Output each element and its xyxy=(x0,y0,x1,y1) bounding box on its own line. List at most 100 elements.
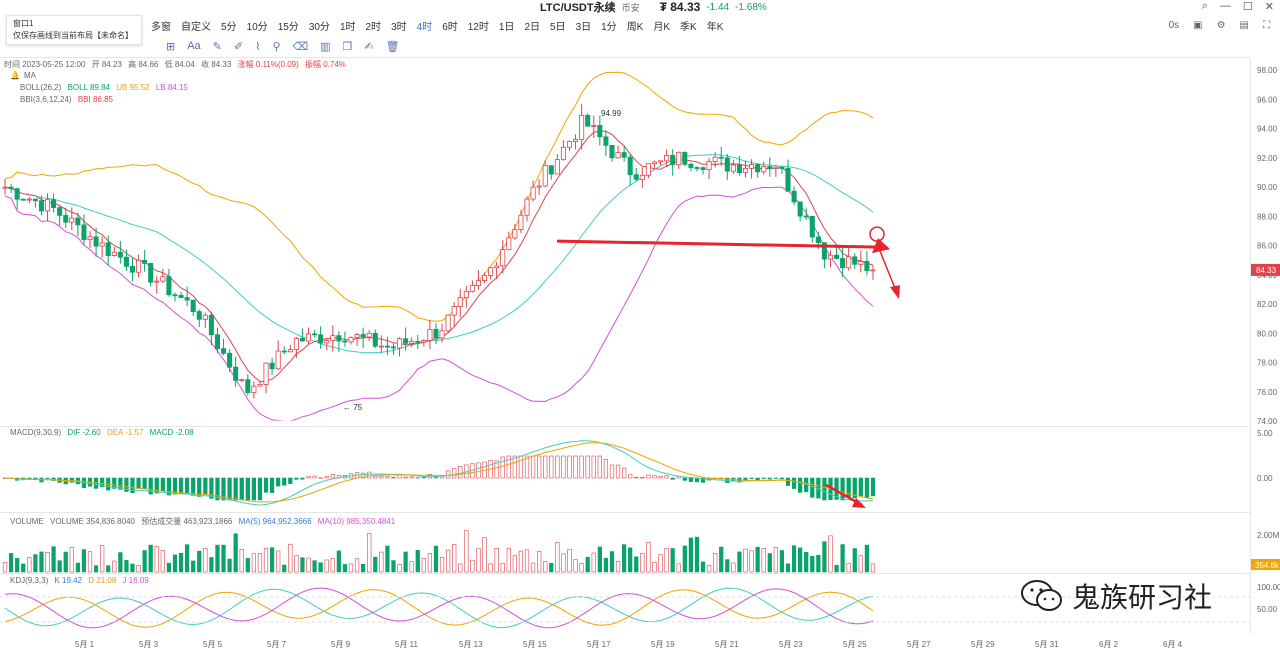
interval-quarter[interactable]: 季K xyxy=(680,21,697,33)
interval-1d[interactable]: 1日 xyxy=(498,21,515,33)
maximize-icon[interactable]: ☐ xyxy=(1242,1,1253,13)
candle-body xyxy=(372,332,378,347)
layout-tooltip: 窗口1 仅保存画线到当前布局【未命名】 xyxy=(6,15,142,45)
volume-bar xyxy=(761,548,766,573)
candle-body xyxy=(730,164,736,172)
volume-bar xyxy=(269,547,275,573)
eraser-icon[interactable]: ⌫ xyxy=(292,40,309,53)
volume-bar xyxy=(215,544,220,573)
interval-5d[interactable]: 5日 xyxy=(550,21,566,33)
volume-bar xyxy=(828,535,833,573)
settings-icon[interactable]: ⚙ xyxy=(1216,19,1226,31)
candle-body xyxy=(512,229,518,239)
interval-2d[interactable]: 2日 xyxy=(524,21,540,33)
boll-label[interactable]: BOLL(26,2) xyxy=(20,83,62,92)
candle-body xyxy=(761,166,767,173)
interval-4h[interactable]: 4时 xyxy=(416,21,433,33)
volume-bar xyxy=(749,550,754,573)
last-price: ₮ 84.33 xyxy=(659,0,701,14)
interval-3h[interactable]: 3时 xyxy=(391,21,407,33)
candle-body xyxy=(354,334,360,338)
volume-bar xyxy=(579,563,584,573)
symbol-name[interactable]: LTC/USDT永续 xyxy=(540,2,616,14)
candle-body xyxy=(870,269,876,272)
bbi-label[interactable]: BBI(3,6,12,24) xyxy=(20,95,72,104)
macd-bar xyxy=(221,477,226,501)
interval-15m[interactable]: 15分 xyxy=(277,21,299,33)
interval-6h[interactable]: 6时 xyxy=(442,21,458,33)
candle-body xyxy=(305,333,312,342)
interval-10m[interactable]: 10分 xyxy=(246,21,268,33)
macd-bar xyxy=(864,477,870,498)
volume-bar xyxy=(482,537,487,573)
layout-icon[interactable]: ▤ xyxy=(1239,19,1249,31)
macd-label[interactable]: MACD(9,30,9) xyxy=(10,428,62,437)
multi-window-button[interactable]: 多窗 xyxy=(151,21,171,33)
support-arrow-head xyxy=(872,238,890,254)
bars-icon[interactable]: ▥ xyxy=(320,40,331,53)
volume-bar xyxy=(591,552,596,573)
interval-year[interactable]: 年K xyxy=(706,21,724,33)
volume-bar xyxy=(27,557,32,573)
bell-icon[interactable]: 🔔 xyxy=(10,71,20,80)
search-icon[interactable]: ⌕ xyxy=(1201,0,1208,12)
interval-week[interactable]: 周K xyxy=(626,21,644,33)
trash-icon[interactable]: 🗑 xyxy=(385,40,400,53)
interval-1min[interactable]: 1分 xyxy=(601,21,617,33)
volume-bar xyxy=(713,552,718,573)
candle-body xyxy=(330,335,336,341)
volume-bar xyxy=(154,546,159,573)
chart-type-icon[interactable]: ⊞ xyxy=(166,40,176,53)
brush-icon[interactable]: ✐ xyxy=(233,40,244,53)
macd-bar xyxy=(615,464,621,479)
custom-interval-button[interactable]: 自定义 xyxy=(181,21,211,33)
macd-bar xyxy=(530,455,536,479)
close-icon[interactable]: ✕ xyxy=(1264,1,1274,13)
minimize-icon[interactable]: — xyxy=(1219,0,1231,12)
indicator-icon[interactable]: Aa xyxy=(187,40,201,52)
x-axis-label: 5月 31 xyxy=(1035,640,1059,649)
x-axis-label: 5月 15 xyxy=(523,640,547,649)
volume-value: VOLUME 354,836.8040 xyxy=(50,517,135,526)
interval-1h[interactable]: 1时 xyxy=(339,21,356,33)
macd-bar xyxy=(512,455,517,479)
volume-bar xyxy=(118,552,123,573)
interval-2h[interactable]: 2时 xyxy=(365,21,382,33)
interval-12h[interactable]: 12时 xyxy=(467,21,489,33)
volume-bar xyxy=(342,564,348,573)
volume-bar xyxy=(822,541,827,573)
volume-bar xyxy=(524,549,530,573)
volume-bar xyxy=(676,563,681,573)
candle-body xyxy=(415,340,421,343)
macd-bar xyxy=(458,466,463,479)
copy-icon[interactable]: ❐ xyxy=(342,40,353,53)
fullscreen-icon[interactable]: ⛶ xyxy=(1263,19,1270,31)
boll-middle-line xyxy=(4,154,874,354)
macd-bar xyxy=(640,477,645,479)
interval-3d[interactable]: 3日 xyxy=(575,21,592,33)
interval-5m[interactable]: 5分 xyxy=(221,21,237,33)
kdj-label[interactable]: KDJ(9,3,3) xyxy=(10,576,49,585)
link-icon[interactable]: ⚲ xyxy=(272,40,281,53)
volume-bar xyxy=(846,562,851,573)
edit-icon[interactable]: ✍ xyxy=(364,40,374,53)
interval-30m[interactable]: 30分 xyxy=(308,21,330,33)
candle-body xyxy=(742,168,749,173)
macd-bar xyxy=(561,455,566,479)
pencil-icon[interactable]: ✎ xyxy=(212,40,222,53)
down-arrow-head xyxy=(890,285,900,300)
candle-body xyxy=(99,242,105,247)
camera-icon[interactable]: ▣ xyxy=(1193,19,1203,31)
macd-tick-label: 0.00 xyxy=(1257,474,1273,483)
volume-bar xyxy=(700,561,706,573)
volume-bar xyxy=(367,533,372,573)
interval-month[interactable]: 月K xyxy=(653,21,671,33)
volume-bar xyxy=(464,530,469,573)
x-axis-label: 5月 21 xyxy=(715,640,739,649)
volume-bar xyxy=(773,547,778,573)
ruler-icon[interactable]: ⌇ xyxy=(255,40,261,53)
volume-bar xyxy=(694,536,700,573)
ma-label[interactable]: MA xyxy=(23,71,36,80)
volume-label[interactable]: VOLUME xyxy=(10,517,44,526)
